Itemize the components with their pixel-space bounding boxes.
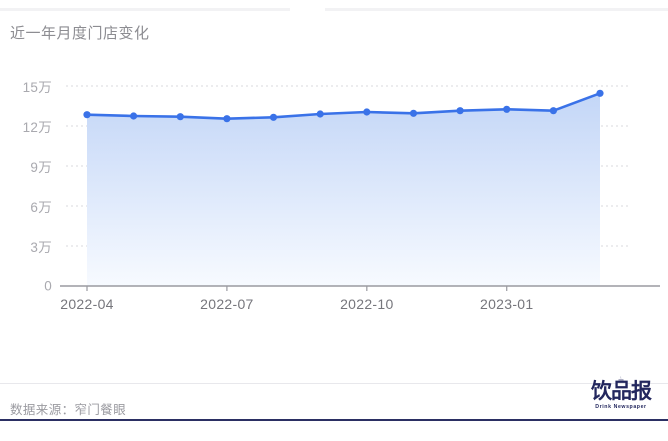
- footer-divider: [0, 383, 668, 384]
- y-axis-tick-label: 6万: [30, 200, 52, 215]
- top-divider-right: [325, 8, 668, 11]
- logo-english-text: Drink Newspaper: [595, 404, 647, 410]
- data-point[interactable]: [503, 105, 511, 113]
- data-point[interactable]: [223, 115, 231, 123]
- chart-title: 近一年月度门店变化: [10, 25, 150, 42]
- line-chart: 0 3万 6万 9万 12万 15万 2022-04 2022-07 2022-10 2023-…: [22, 80, 660, 312]
- y-axis-tick-label: 15万: [22, 80, 52, 95]
- x-axis-tick-label: 2023-01: [479, 296, 534, 312]
- data-point[interactable]: [456, 107, 464, 115]
- y-axis-tick-label: 3万: [30, 240, 52, 255]
- data-point[interactable]: [269, 113, 278, 121]
- data-line: [85, 92, 602, 120]
- data-point[interactable]: [316, 110, 324, 118]
- data-point[interactable]: [363, 108, 371, 116]
- top-divider-left: [0, 8, 290, 11]
- data-source-text: 数据来源：窄门餐眼: [10, 403, 127, 417]
- data-point[interactable]: [176, 113, 184, 121]
- y-axis-tick-label: 12万: [22, 120, 52, 135]
- data-point[interactable]: [83, 111, 91, 119]
- brand-logo: ☕ 饮品报 Drink Newspaper: [582, 376, 660, 419]
- x-axis-tick-label: 2022-04: [60, 296, 114, 312]
- data-point[interactable]: [130, 112, 138, 120]
- x-axis-ticks: [86, 286, 508, 291]
- data-point[interactable]: [549, 107, 558, 115]
- cup-icon: ☕: [617, 375, 625, 384]
- logo-chinese-text: 饮品报: [591, 379, 652, 403]
- data-point-markers: [83, 89, 604, 123]
- chart-plot-svg: [60, 85, 660, 291]
- x-axis-tick-label: 2022-10: [340, 296, 394, 312]
- y-axis-tick-label: 0: [44, 278, 52, 294]
- y-axis-tick-label: 9万: [30, 160, 52, 175]
- area-fill: [87, 93, 600, 286]
- data-point[interactable]: [596, 89, 604, 97]
- x-axis-tick-label: 2022-07: [200, 296, 254, 312]
- data-point[interactable]: [409, 109, 418, 117]
- footer-bottom-rule: [0, 419, 668, 421]
